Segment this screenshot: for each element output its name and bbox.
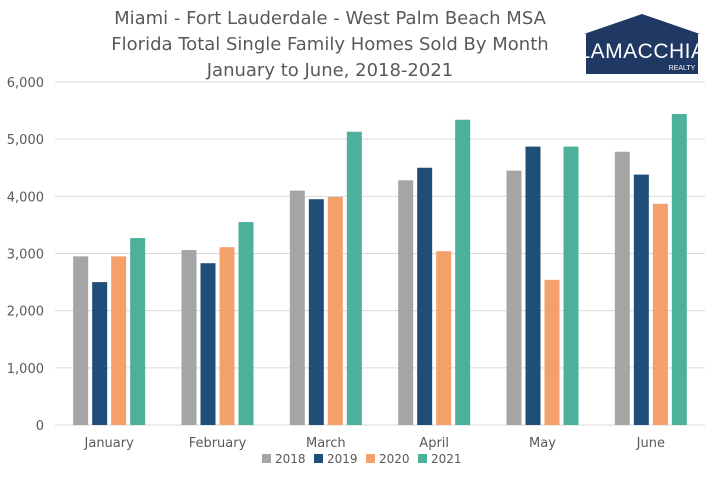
bar-2019-may xyxy=(525,146,541,425)
y-tick-label: 0 xyxy=(36,419,44,434)
legend-swatch-2021 xyxy=(418,454,427,463)
bar-2020-may xyxy=(544,279,560,425)
bar-2021-june xyxy=(671,114,687,425)
y-tick-label: 3,000 xyxy=(7,248,44,263)
logo-roof xyxy=(584,14,700,34)
legend-label-2020: 2020 xyxy=(379,452,410,466)
bar-2019-january xyxy=(92,282,108,425)
chart-title-line-3: January to June, 2018-2021 xyxy=(206,60,454,81)
bar-2019-february xyxy=(200,263,216,425)
y-tick-label: 6,000 xyxy=(7,76,44,91)
x-tick-label: February xyxy=(189,436,247,451)
x-tick-label: April xyxy=(419,436,449,451)
logo-badge xyxy=(586,34,698,74)
bar-2021-february xyxy=(238,222,254,425)
legend-label-2018: 2018 xyxy=(275,452,306,466)
legend-swatch-2020 xyxy=(366,454,375,463)
logo-subtext: REALTY xyxy=(669,65,696,72)
bar-2020-april xyxy=(436,251,452,425)
bar-2018-may xyxy=(506,170,522,425)
bar-2018-march xyxy=(289,190,305,425)
y-tick-label: 5,000 xyxy=(7,133,44,148)
legend-swatch-2018 xyxy=(262,454,271,463)
bar-2020-january xyxy=(111,256,127,425)
x-tick-label: May xyxy=(529,436,556,451)
bar-2018-january xyxy=(73,256,89,425)
y-tick-label: 1,000 xyxy=(7,362,44,377)
bar-2019-april xyxy=(417,167,433,425)
x-tick-label: March xyxy=(306,436,346,451)
x-tick-label: January xyxy=(84,436,135,451)
bar-2021-april xyxy=(455,119,471,425)
logo-text: LAMACCHIA xyxy=(580,40,704,63)
bar-2021-may xyxy=(563,146,579,425)
bar-2018-april xyxy=(398,180,414,425)
bar-2020-march xyxy=(327,196,343,425)
x-tick-label: June xyxy=(636,436,665,451)
bar-2018-february xyxy=(181,250,197,425)
legend-label-2021: 2021 xyxy=(431,452,462,466)
bar-2020-february xyxy=(219,247,235,425)
lamacchia-logo: LAMACCHIA REALTY xyxy=(580,14,704,74)
legend-label-2019: 2019 xyxy=(327,452,358,466)
bar-2018-june xyxy=(614,151,630,425)
chart-title-line-1: Miami - Fort Lauderdale - West Palm Beac… xyxy=(114,8,546,29)
bar-2021-march xyxy=(346,131,362,426)
chart-title-line-2: Florida Total Single Family Homes Sold B… xyxy=(111,34,549,55)
bar-2020-june xyxy=(652,203,668,425)
y-tick-label: 4,000 xyxy=(7,190,44,205)
y-tick-label: 2,000 xyxy=(7,305,44,320)
legend-swatch-2019 xyxy=(314,454,323,463)
bar-2021-january xyxy=(130,238,146,425)
bar-2019-march xyxy=(308,199,324,425)
bar-2019-june xyxy=(633,174,649,425)
